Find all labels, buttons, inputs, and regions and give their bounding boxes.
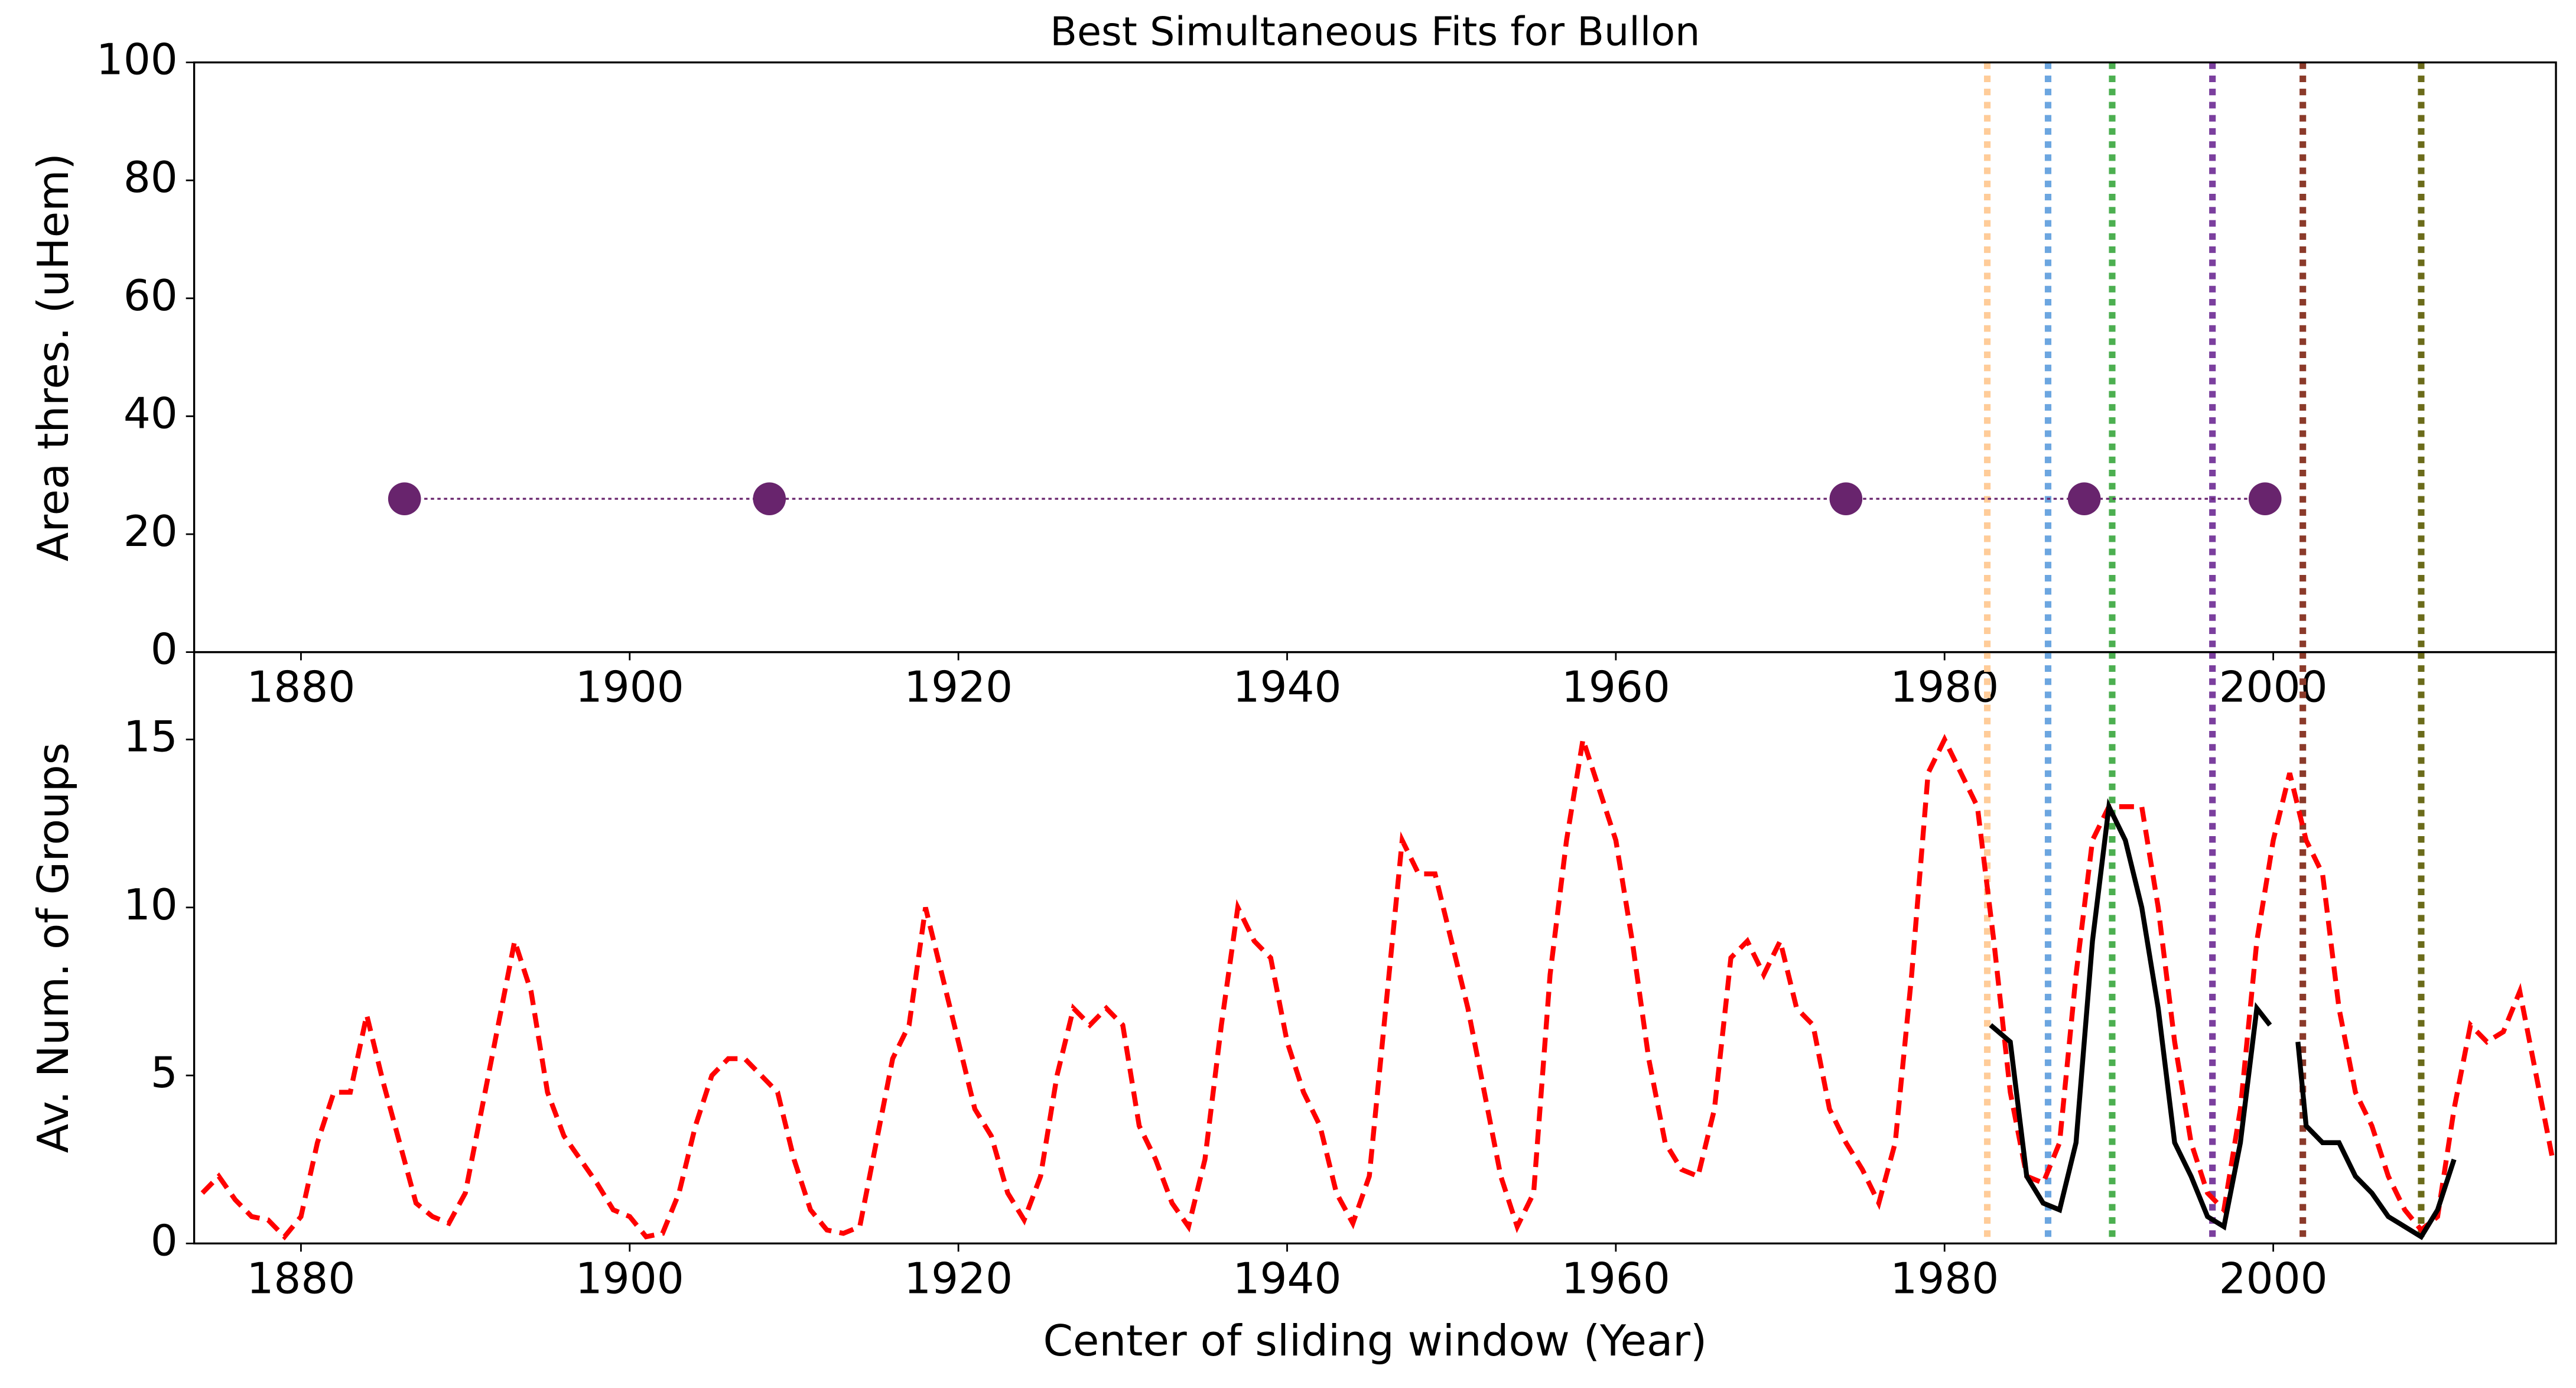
- y-tick-label: 10: [123, 880, 178, 930]
- y-tick-label: 5: [151, 1048, 178, 1098]
- data-line: [2295, 1041, 2457, 1240]
- y-tick-label: 80: [123, 153, 178, 203]
- axes-frame: [193, 651, 2557, 1245]
- x-axis-label: Center of sliding window (Year): [1043, 1317, 1707, 1366]
- y-tick-label: 15: [123, 712, 178, 762]
- x-tick-label: 1880: [246, 1254, 355, 1304]
- x-tick-label: 1980: [1890, 1254, 1999, 1304]
- data-line: [1989, 798, 2272, 1231]
- y-axis-label: Av. Num. of Groups: [29, 743, 79, 1153]
- y-tick-label: 60: [123, 271, 178, 321]
- chart-title: Best Simultaneous Fits for Bullon: [1050, 8, 1700, 54]
- x-tick-label: 1920: [904, 663, 1013, 713]
- x-tick-label: 1960: [1562, 663, 1670, 713]
- data-point: [753, 482, 786, 515]
- x-tick-label: 1960: [1562, 1254, 1670, 1304]
- x-tick-label: 2000: [2219, 663, 2328, 713]
- x-tick-label: 1900: [575, 663, 684, 713]
- x-tick-label: 1940: [1233, 663, 1342, 713]
- y-axis-label: Area thres. (uHem): [29, 153, 79, 561]
- y-tick-label: 40: [123, 389, 178, 438]
- x-tick-label: 2000: [2219, 1254, 2328, 1304]
- y-tick-label: 0: [151, 1216, 178, 1266]
- y-tick-label: 0: [151, 625, 178, 675]
- data-point: [2067, 482, 2101, 515]
- x-tick-label: 1900: [575, 1254, 684, 1304]
- y-tick-label: 100: [96, 35, 178, 85]
- x-tick-label: 1880: [246, 663, 355, 713]
- x-tick-label: 1940: [1233, 1254, 1342, 1304]
- data-point: [388, 482, 421, 515]
- data-point: [1829, 482, 1863, 515]
- x-tick-label: 1980: [1890, 663, 1999, 713]
- x-tick-label: 1920: [904, 1254, 1013, 1304]
- data-point: [2248, 482, 2282, 515]
- axes-frame: [193, 61, 2557, 654]
- y-tick-label: 20: [123, 507, 178, 557]
- data-line: [200, 733, 2555, 1241]
